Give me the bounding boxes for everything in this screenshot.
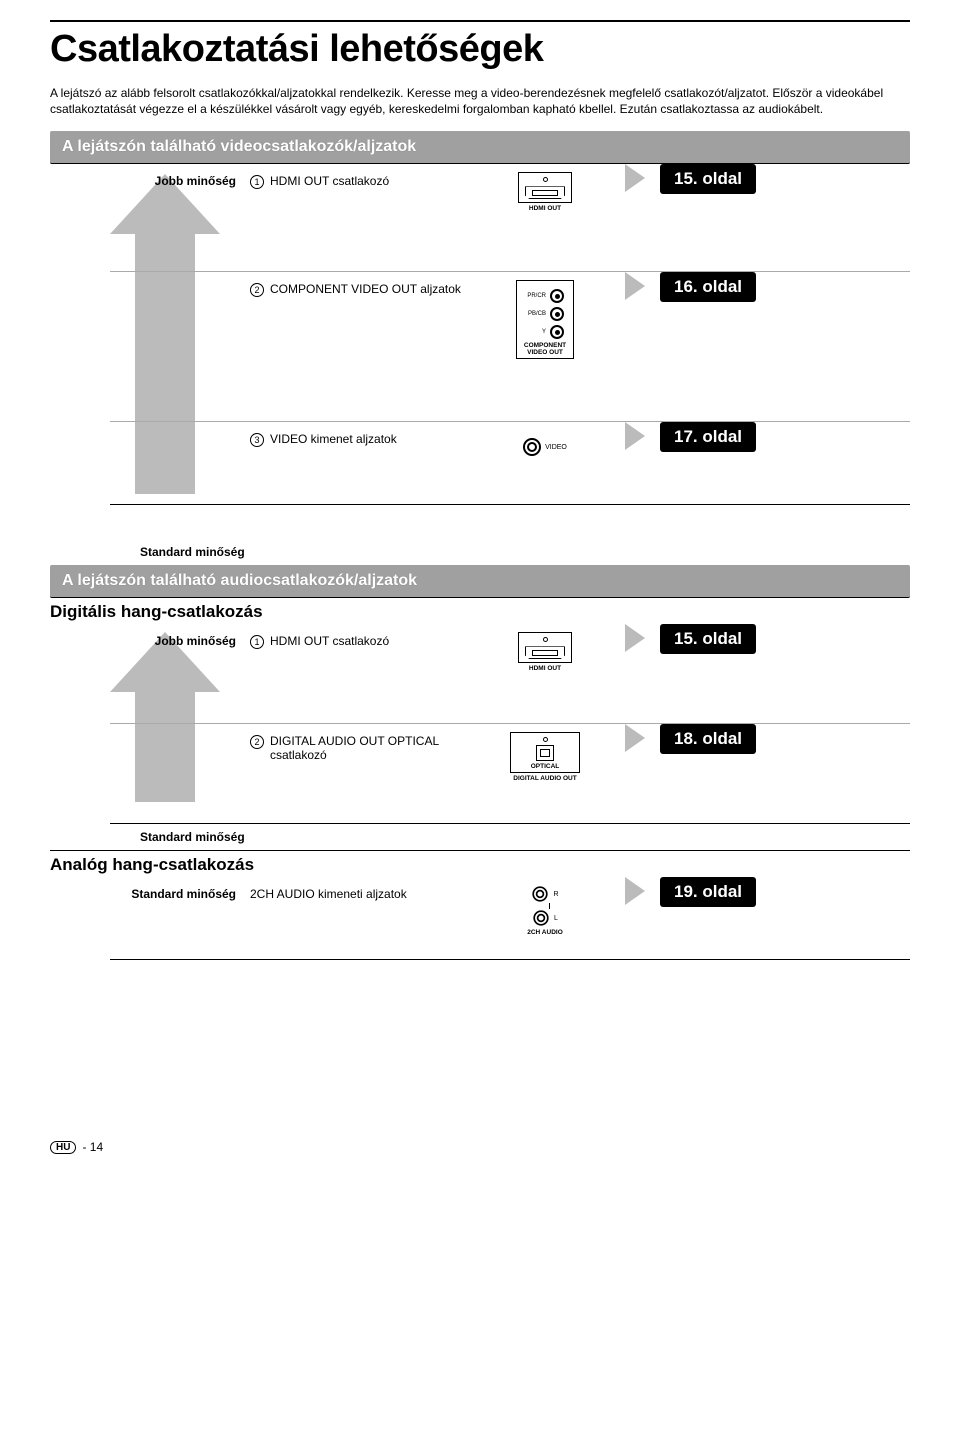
jack-diagram: VIDEO <box>480 422 610 460</box>
connector-label: HDMI OUT csatlakozó <box>270 174 389 189</box>
jack-diagram: R L 2CH AUDIO <box>480 877 610 940</box>
jack-diagram: HDMI OUT <box>480 164 610 216</box>
jack-sublabel: PR/CR <box>526 293 546 299</box>
jack-caption: OPTICAL <box>511 763 579 770</box>
page-arrow-icon <box>625 164 645 192</box>
jack-caption: VIDEO <box>545 444 567 451</box>
jack-caption: DIGITAL AUDIO OUT <box>513 775 576 782</box>
number-badge: 2 <box>250 735 264 749</box>
jack-caption: HDMI OUT <box>529 205 561 212</box>
jack-caption: HDMI OUT <box>529 665 561 672</box>
quality-label: Standard minőség <box>110 877 250 901</box>
jack-sublabel: Y <box>526 329 546 335</box>
connector-desc: 2 COMPONENT VIDEO OUT aljzatok <box>250 272 480 297</box>
jack-diagram: HDMI OUT <box>480 624 610 676</box>
video-row: 2 COMPONENT VIDEO OUT aljzatok PR/CR PB/… <box>110 272 910 422</box>
twoch-jack-icon: R L 2CH AUDIO <box>527 885 563 936</box>
analog-audio-heading: Analóg hang-csatlakozás <box>50 850 910 875</box>
quality-label-standard: Standard minőség <box>140 830 910 844</box>
page-arrow-icon <box>625 877 645 905</box>
jack-sublabel: R <box>553 891 558 898</box>
number-badge: 1 <box>250 635 264 649</box>
page-ref-badge: 19. oldal <box>660 877 756 907</box>
page-ref-badge: 16. oldal <box>660 272 756 302</box>
connector-desc: 2 DIGITAL AUDIO OUT OPTICAL csatlakozó <box>250 724 480 762</box>
video-section-header: A lejátszón található videocsatlakozók/a… <box>50 131 910 164</box>
video-row: 3 VIDEO kimenet aljzatok VIDEO 17. oldal <box>110 422 910 502</box>
quality-label-standard: Standard minőség <box>140 545 910 559</box>
jack-caption: COMPONENT VIDEO OUT <box>517 343 573 356</box>
video-jack-icon: VIDEO <box>523 438 567 456</box>
jack-sublabel: PB/CB <box>526 311 546 317</box>
jack-caption: 2CH AUDIO <box>527 929 563 936</box>
number-badge: 2 <box>250 283 264 297</box>
connector-label: DIGITAL AUDIO OUT OPTICAL csatlakozó <box>270 734 480 762</box>
page-ref-badge: 18. oldal <box>660 724 756 754</box>
audio-section-header: A lejátszón található audiocsatlakozók/a… <box>50 565 910 598</box>
connector-desc: 1 HDMI OUT csatlakozó <box>250 624 480 649</box>
intro-text: A lejátszó az alább felsorolt csatlakozó… <box>50 85 910 117</box>
audio-row: 2 DIGITAL AUDIO OUT OPTICAL csatlakozó O… <box>110 724 910 824</box>
page-arrow-icon <box>625 724 645 752</box>
connector-desc: 1 HDMI OUT csatlakozó <box>250 164 480 189</box>
video-row: Jobb minőség 1 HDMI OUT csatlakozó HDMI … <box>110 164 910 272</box>
hdmi-jack-icon <box>518 172 572 203</box>
quality-label: Jobb minőség <box>110 624 250 648</box>
page-title: Csatlakoztatási lehetőségek <box>50 20 910 71</box>
page-arrow-icon <box>625 272 645 300</box>
page-arrow-icon <box>625 624 645 652</box>
number-badge: 3 <box>250 433 264 447</box>
connector-desc: 3 VIDEO kimenet aljzatok <box>250 422 480 447</box>
page-ref-badge: 17. oldal <box>660 422 756 452</box>
jack-sublabel: L <box>554 915 558 922</box>
jack-diagram: PR/CR PB/CB Y COMPONENT VIDEO OUT <box>480 272 610 363</box>
digital-audio-heading: Digitális hang-csatlakozás <box>50 602 910 622</box>
number-badge: 1 <box>250 175 264 189</box>
video-connectors-block: Jobb minőség 1 HDMI OUT csatlakozó HDMI … <box>110 164 910 505</box>
audio-connectors-block: Jobb minőség 1 HDMI OUT csatlakozó HDMI … <box>110 624 910 826</box>
page-number: - 14 <box>82 1140 103 1154</box>
audio-row: Jobb minőség 1 HDMI OUT csatlakozó HDMI … <box>110 624 910 724</box>
analog-connectors-block: Standard minőség 2CH AUDIO kimeneti aljz… <box>110 877 910 960</box>
connector-label: HDMI OUT csatlakozó <box>270 634 389 649</box>
page-footer: HU - 14 <box>50 1140 910 1154</box>
page-ref-badge: 15. oldal <box>660 624 756 654</box>
connector-label: 2CH AUDIO kimeneti aljzatok <box>250 887 407 901</box>
component-jack-icon: PR/CR PB/CB Y COMPONENT VIDEO OUT <box>516 280 574 359</box>
page-arrow-icon <box>625 422 645 450</box>
connector-label: COMPONENT VIDEO OUT aljzatok <box>270 282 461 297</box>
page-ref-badge: 15. oldal <box>660 164 756 194</box>
connector-desc: 2CH AUDIO kimeneti aljzatok <box>250 877 480 901</box>
analog-row: Standard minőség 2CH AUDIO kimeneti aljz… <box>110 877 910 957</box>
optical-jack-icon: OPTICAL <box>510 732 580 773</box>
quality-label: Jobb minőség <box>110 164 250 188</box>
connector-label: VIDEO kimenet aljzatok <box>270 432 397 447</box>
hdmi-jack-icon <box>518 632 572 663</box>
language-badge: HU <box>50 1141 76 1154</box>
jack-diagram: OPTICAL DIGITAL AUDIO OUT <box>480 724 610 786</box>
